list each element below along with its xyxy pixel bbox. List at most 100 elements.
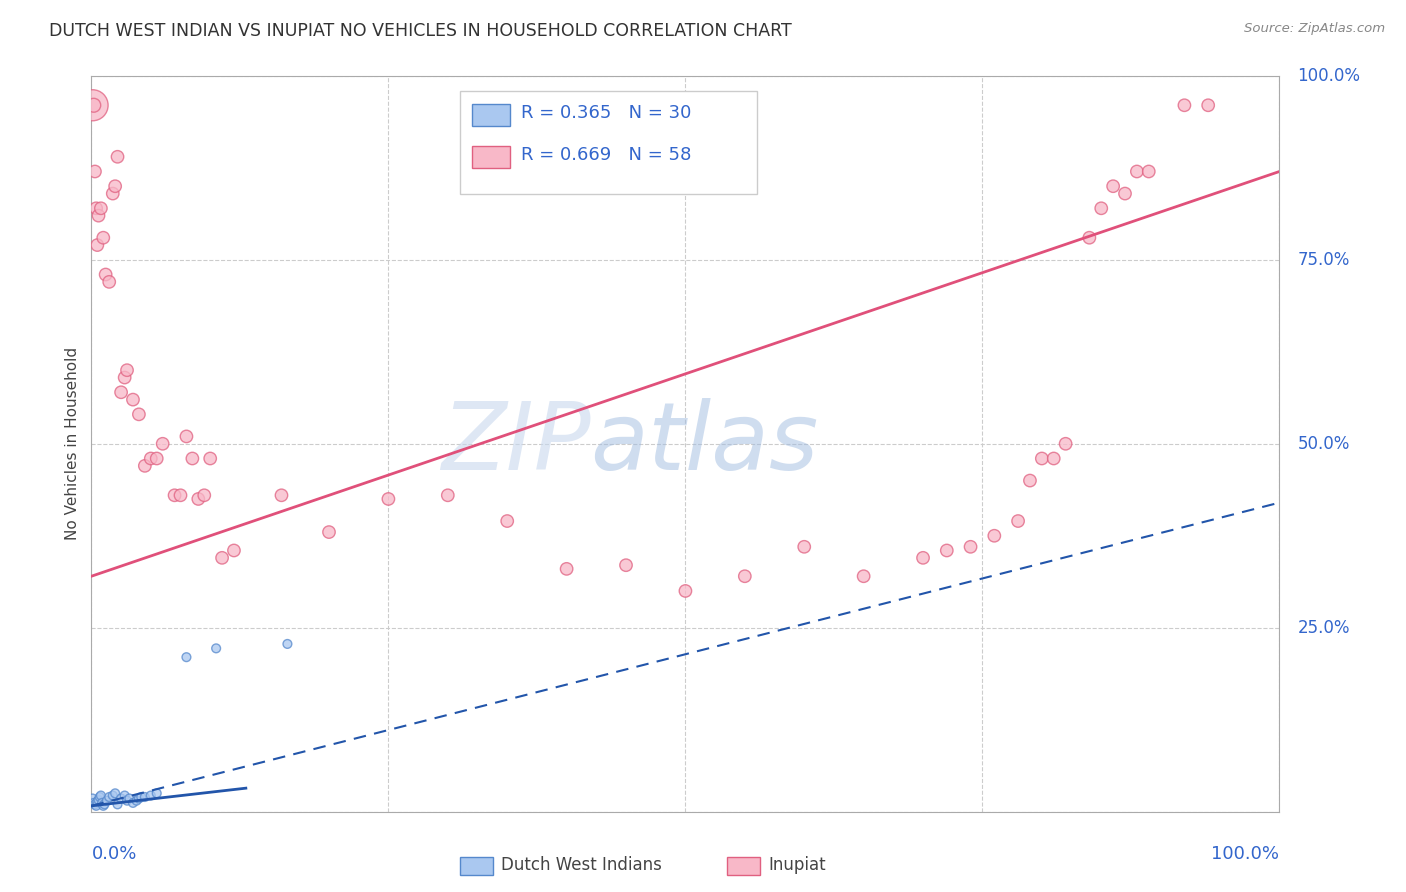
Point xyxy=(118,791,141,805)
Point xyxy=(276,637,298,651)
Point xyxy=(496,514,519,528)
Point xyxy=(734,569,756,583)
Point xyxy=(86,238,108,252)
Point xyxy=(114,789,136,803)
Text: 25.0%: 25.0% xyxy=(1298,619,1350,637)
Point xyxy=(86,794,108,808)
Point xyxy=(145,786,167,800)
Point xyxy=(84,164,107,178)
Bar xyxy=(471,103,509,126)
Text: atlas: atlas xyxy=(591,398,818,490)
Point xyxy=(104,179,127,194)
FancyBboxPatch shape xyxy=(460,90,756,194)
Point xyxy=(1007,514,1029,528)
Point xyxy=(128,791,150,805)
Point xyxy=(852,569,875,583)
Point xyxy=(193,488,215,502)
Y-axis label: No Vehicles in Household: No Vehicles in Household xyxy=(65,347,80,541)
Point xyxy=(93,797,115,812)
Text: 0.0%: 0.0% xyxy=(91,845,136,863)
Point xyxy=(377,491,399,506)
Point xyxy=(110,385,132,400)
Point xyxy=(91,798,114,813)
Point xyxy=(1114,186,1136,201)
Point xyxy=(83,98,105,112)
Point xyxy=(1019,474,1042,488)
Point xyxy=(98,790,121,805)
Bar xyxy=(471,145,509,168)
Point xyxy=(176,429,198,443)
Point xyxy=(163,488,186,502)
Point xyxy=(98,275,121,289)
Point xyxy=(1078,230,1101,244)
Text: Source: ZipAtlas.com: Source: ZipAtlas.com xyxy=(1244,22,1385,36)
Point xyxy=(107,150,129,164)
Point xyxy=(270,488,292,502)
Point xyxy=(436,488,458,502)
Text: DUTCH WEST INDIAN VS INUPIAT NO VEHICLES IN HOUSEHOLD CORRELATION CHART: DUTCH WEST INDIAN VS INUPIAT NO VEHICLES… xyxy=(49,22,792,40)
Point xyxy=(91,796,114,810)
Point xyxy=(614,558,637,573)
Point xyxy=(134,790,156,805)
Point xyxy=(187,491,209,506)
Point xyxy=(114,370,136,384)
Point xyxy=(122,392,145,407)
Point xyxy=(1090,202,1112,216)
Point xyxy=(101,186,124,201)
Point xyxy=(211,550,233,565)
Point xyxy=(935,543,957,558)
Point xyxy=(793,540,815,554)
Text: R = 0.365   N = 30: R = 0.365 N = 30 xyxy=(522,103,692,121)
Point xyxy=(555,562,578,576)
Point xyxy=(104,786,127,800)
Point xyxy=(959,540,981,554)
Text: R = 0.669   N = 58: R = 0.669 N = 58 xyxy=(522,146,692,164)
Point xyxy=(152,436,174,450)
Point xyxy=(125,794,148,808)
Point xyxy=(84,797,107,812)
Point xyxy=(115,794,138,808)
Point xyxy=(145,451,167,466)
Point xyxy=(1173,98,1195,112)
Point xyxy=(122,796,145,810)
Point xyxy=(87,793,110,807)
Point xyxy=(318,524,340,539)
Point xyxy=(139,789,162,803)
Point xyxy=(128,407,150,421)
Text: Dutch West Indians: Dutch West Indians xyxy=(502,856,662,874)
Text: 100.0%: 100.0% xyxy=(1298,67,1360,85)
Point xyxy=(222,543,245,558)
Point xyxy=(1137,164,1160,178)
Point xyxy=(107,797,129,812)
Point xyxy=(82,791,104,805)
Point xyxy=(1197,98,1219,112)
Text: ZIP: ZIP xyxy=(440,398,591,490)
Point xyxy=(90,789,112,803)
Point xyxy=(129,790,152,805)
Point xyxy=(134,458,156,473)
Point xyxy=(673,584,696,599)
Text: 100.0%: 100.0% xyxy=(1212,845,1279,863)
Bar xyxy=(727,856,761,875)
Text: 50.0%: 50.0% xyxy=(1298,434,1350,453)
Point xyxy=(1031,451,1053,466)
Point xyxy=(90,202,112,216)
Point xyxy=(176,650,198,665)
Bar xyxy=(460,856,494,875)
Point xyxy=(87,209,110,223)
Point xyxy=(139,451,162,466)
Point xyxy=(1042,451,1064,466)
Point xyxy=(169,488,191,502)
Point xyxy=(1054,436,1077,450)
Text: Inupiat: Inupiat xyxy=(769,856,827,874)
Point xyxy=(110,791,132,805)
Point xyxy=(82,98,104,112)
Point xyxy=(84,798,107,813)
Point xyxy=(200,451,222,466)
Point xyxy=(205,641,228,656)
Point xyxy=(983,529,1005,543)
Point xyxy=(91,230,114,244)
Point xyxy=(101,789,124,803)
Point xyxy=(89,790,111,805)
Point xyxy=(84,202,107,216)
